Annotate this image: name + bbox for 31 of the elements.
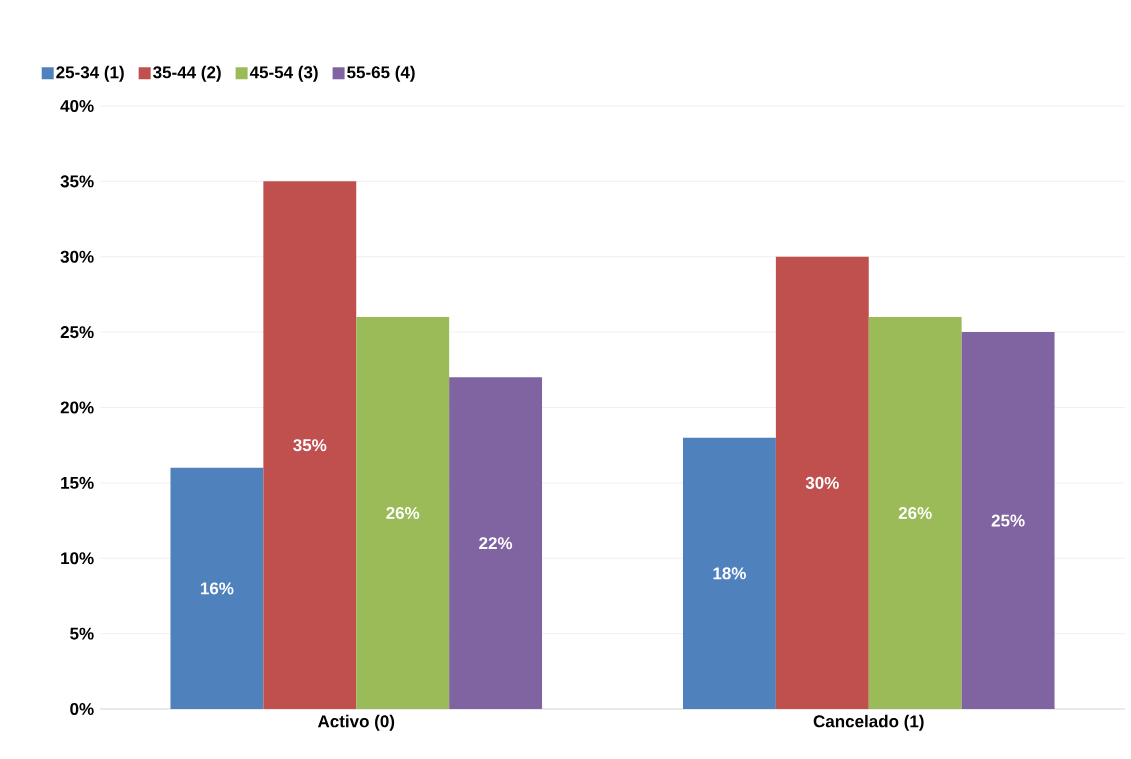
y-tick-label: 10% (61, 552, 94, 565)
y-tick-label: 30% (60, 250, 94, 263)
data-label: 22% (479, 537, 513, 550)
legend-label: 35-44 (2) (153, 65, 221, 82)
y-tick-label: 40% (60, 99, 94, 113)
data-label: 18% (713, 567, 746, 580)
bar (263, 181, 357, 709)
bar (868, 317, 962, 709)
data-label: 25% (991, 514, 1025, 527)
x-tick-label: Cancelado (1) (813, 714, 924, 731)
bar (170, 467, 264, 709)
y-tick-label: 15% (61, 476, 94, 489)
bar (682, 437, 776, 709)
data-label: 26% (386, 507, 420, 520)
x-tick-label: Activo (0) (317, 714, 395, 731)
bar (449, 377, 543, 709)
y-tick-label: 0% (70, 702, 94, 716)
bar (961, 332, 1055, 709)
data-label: 16% (200, 582, 234, 595)
y-tick-label: 25% (60, 326, 94, 339)
legend-label: 55-65 (4) (347, 65, 415, 82)
legend-label: 45-54 (3) (249, 65, 318, 82)
bar (356, 317, 450, 709)
data-label: 26% (898, 507, 932, 520)
data-label: 30% (805, 476, 839, 489)
y-tick-label: 5% (70, 627, 94, 640)
y-tick-label: 35% (60, 175, 94, 188)
y-tick-label: 20% (60, 401, 94, 414)
legend-label: 25-34 (1) (56, 65, 124, 82)
bar (775, 256, 869, 709)
data-label: 35% (293, 439, 327, 452)
